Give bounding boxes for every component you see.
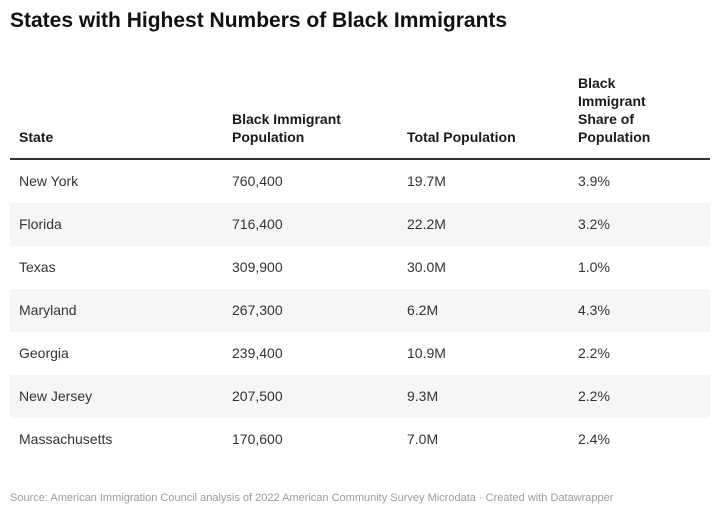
table-row: Texas 309,900 30.0M 1.0% [10,246,710,289]
cell-black-immigrant-population: 309,900 [232,259,283,275]
immigrant-data-table: State Black Immigrant Population Total P… [10,60,710,461]
cell-total-population: 6.2M [407,302,439,318]
cell-share: 3.9% [578,173,610,189]
column-header-black-immigrant-population: Black Immigrant Population [223,60,398,160]
cell-total-population: 10.9M [407,345,446,361]
cell-state: Florida [19,216,62,232]
table-row: New Jersey 207,500 9.3M 2.2% [10,375,710,418]
cell-share: 2.4% [578,431,610,447]
cell-state: Massachusetts [19,431,113,447]
cell-black-immigrant-population: 239,400 [232,345,283,361]
table-row: Florida 716,400 22.2M 3.2% [10,203,710,246]
table-body: New York 760,400 19.7M 3.9% Florida 716,… [10,159,710,461]
cell-state: Maryland [19,302,77,318]
cell-share: 2.2% [578,388,610,404]
cell-total-population: 30.0M [407,259,446,275]
column-header-black-immigrant-share-label: Black Immigrant Share of Population [578,75,651,145]
cell-share: 2.2% [578,345,610,361]
cell-total-population: 19.7M [407,173,446,189]
table-row: Georgia 239,400 10.9M 2.2% [10,332,710,375]
chart-container: States with Highest Numbers of Black Imm… [10,9,710,504]
cell-state: New Jersey [19,388,93,404]
cell-share: 4.3% [578,302,610,318]
cell-state: New York [19,173,79,189]
table-header: State Black Immigrant Population Total P… [10,60,710,160]
cell-black-immigrant-population: 170,600 [232,431,283,447]
cell-state: Texas [19,259,56,275]
cell-total-population: 9.3M [407,388,439,404]
cell-black-immigrant-population: 267,300 [232,302,283,318]
table-row: Maryland 267,300 6.2M 4.3% [10,289,710,332]
page-title: States with Highest Numbers of Black Imm… [10,9,508,32]
cell-black-immigrant-population: 716,400 [232,216,283,232]
cell-black-immigrant-population: 207,500 [232,388,283,404]
column-header-state: State [10,60,223,160]
cell-total-population: 7.0M [407,431,439,447]
cell-state: Georgia [19,345,69,361]
column-header-total-population: Total Population [398,60,569,160]
table-row: New York 760,400 19.7M 3.9% [10,159,710,203]
cell-share: 1.0% [578,259,610,275]
table-row: Massachusetts 170,600 7.0M 2.4% [10,418,710,461]
cell-black-immigrant-population: 760,400 [232,173,283,189]
column-header-black-immigrant-share: Black Immigrant Share of Population [569,60,710,160]
cell-total-population: 22.2M [407,216,446,232]
table-header-row: State Black Immigrant Population Total P… [10,60,710,160]
cell-share: 3.2% [578,216,610,232]
source-attribution: Source: American Immigration Council ana… [10,492,614,504]
